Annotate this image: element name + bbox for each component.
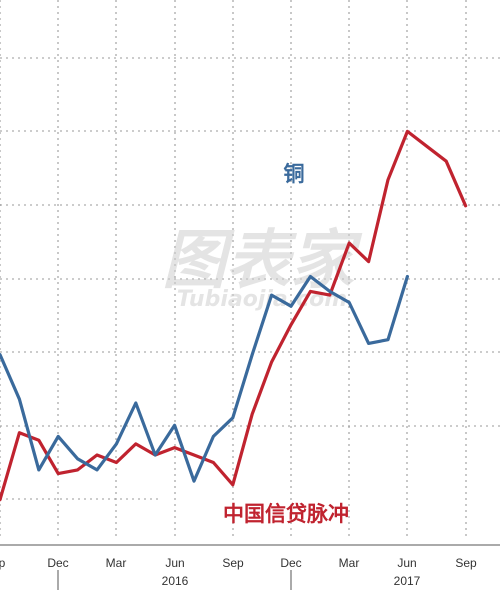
x-tick-label: Jun	[165, 556, 184, 570]
series-line-credit-impulse	[0, 129, 468, 502]
x-tick-label: Sep	[455, 556, 477, 570]
x-year-label: 2017	[394, 574, 421, 588]
chart-series	[0, 129, 468, 502]
x-axis: p Dec Mar Jun Sep Dec Mar Jun Sep 2016 2017	[0, 544, 500, 590]
x-tick-label: Jun	[397, 556, 416, 570]
x-tick-label: Dec	[47, 556, 68, 570]
series-label-credit-impulse: 中国信贷脉冲	[223, 502, 349, 526]
series-label-copper: 铜	[284, 162, 305, 186]
watermark-main-text: 图表家	[162, 224, 363, 298]
watermark: 图表家 Tubiaojia.com	[162, 224, 363, 312]
x-tick-label: Mar	[106, 556, 127, 570]
x-tick-label: Sep	[222, 556, 244, 570]
series-line-copper	[0, 274, 409, 483]
watermark-sub-text: Tubiaojia.com	[177, 287, 347, 312]
x-tick-label: p	[0, 556, 6, 570]
x-tick-label: Mar	[339, 556, 360, 570]
chart-grid	[0, 0, 500, 540]
x-tick-label: Dec	[280, 556, 301, 570]
x-year-label: 2016	[162, 574, 189, 588]
